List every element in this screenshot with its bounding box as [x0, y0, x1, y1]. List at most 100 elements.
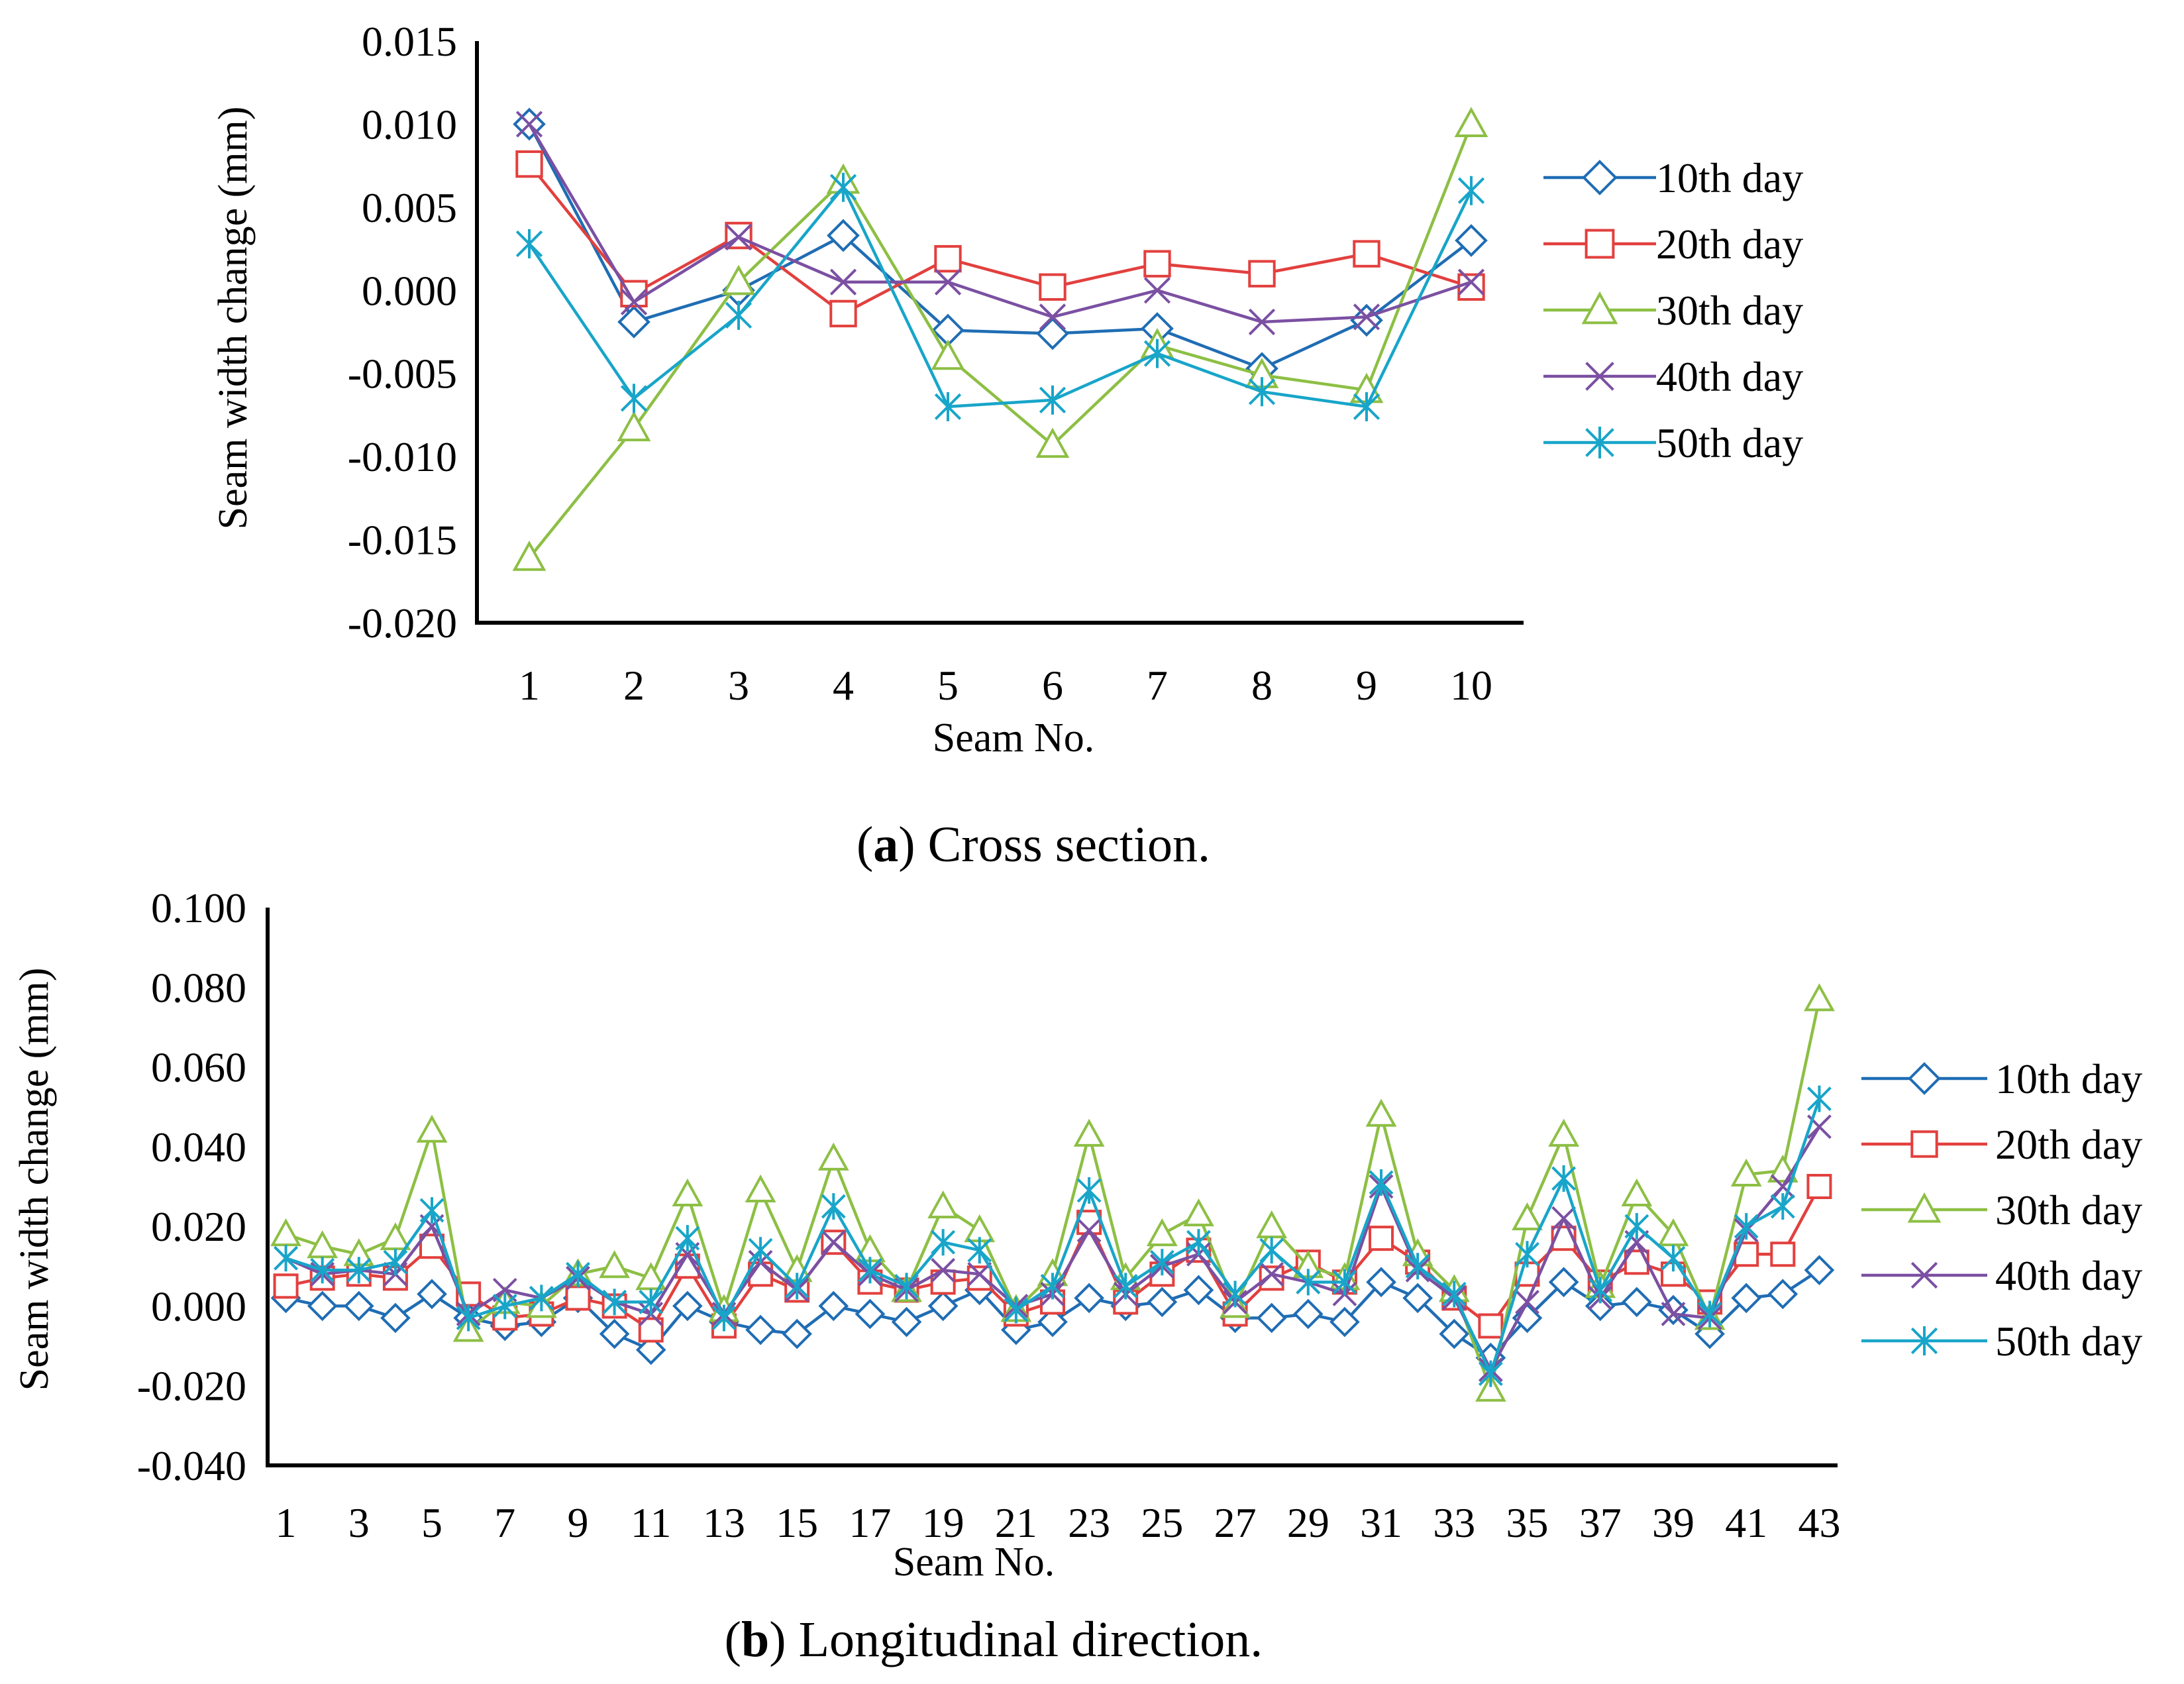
legend-longitudinal: 10th day 20th day 30th day 40th day 50th day — [1861, 1055, 2142, 1365]
data-point-50th-day — [1478, 1360, 1503, 1387]
data-point-20th-day — [1457, 273, 1485, 301]
series-40th-day-a — [515, 111, 1485, 336]
data-point-30th-day — [635, 1262, 667, 1290]
x-tick-label-a: 7 — [1147, 662, 1168, 709]
data-point-50th-day — [620, 384, 648, 413]
data-point-40th-day — [1770, 1174, 1795, 1199]
legend-item-30th-day: 30th day — [1861, 1186, 2142, 1234]
caption-cross-section: (a) Cross section. — [857, 817, 1210, 872]
data-point-30th-day — [416, 1114, 448, 1143]
data-point-50th-day — [456, 1304, 481, 1332]
plot-area-cross-section — [475, 41, 1524, 625]
data-point-10th-day — [1256, 1302, 1287, 1334]
data-point-30th-day — [1548, 1118, 1580, 1147]
x-tick-label-b: 15 — [776, 1499, 818, 1546]
legend-label-20th-day: 20th day — [1656, 221, 1803, 268]
data-point-20th-day — [966, 1265, 992, 1291]
x-axis-label-longitudinal: Seam No. — [893, 1540, 1055, 1585]
data-point-40th-day — [1353, 303, 1380, 331]
data-point-40th-day — [620, 288, 648, 315]
legend-marker-30th-day — [1907, 1192, 1942, 1223]
x-tick-label-a: 2 — [623, 662, 645, 709]
caption-longitudinal: (b) Longitudinal direction. — [725, 1612, 1263, 1667]
data-point-10th-day — [1658, 1294, 1689, 1326]
chart-longitudinal: Seam width change (mm) Seam No. (b) Long… — [12, 884, 2142, 1667]
data-point-30th-day — [1621, 1178, 1653, 1207]
x-tick-label-b: 43 — [1798, 1499, 1840, 1546]
data-point-50th-day — [1369, 1169, 1394, 1196]
data-point-10th-day — [1622, 1287, 1652, 1318]
data-point-50th-day — [1588, 1277, 1613, 1304]
x-tick-label-b: 21 — [995, 1499, 1037, 1546]
data-point-50th-day — [829, 172, 857, 202]
caption-open-a: ( — [857, 817, 873, 872]
data-point-50th-day — [1143, 339, 1171, 368]
data-point-50th-day — [1248, 377, 1276, 407]
data-point-10th-day — [745, 1314, 776, 1345]
legend-item-20th-day: 20th day — [1861, 1121, 2142, 1168]
y-axis-label-longitudinal: Seam width change (mm) — [12, 968, 57, 1391]
data-point-50th-day — [1113, 1273, 1138, 1300]
y-tick-label-a: -0.010 — [348, 433, 457, 480]
legend-item-40th-day: 40th day — [1861, 1252, 2142, 1299]
legend-item-10th-day: 10th day — [1861, 1055, 2142, 1102]
data-point-10th-day — [1731, 1283, 1762, 1314]
data-point-50th-day — [934, 392, 962, 421]
data-point-20th-day — [829, 299, 857, 328]
data-point-20th-day — [515, 150, 543, 178]
x-tick-label-a: 4 — [833, 662, 854, 709]
data-point-50th-day — [1004, 1296, 1029, 1324]
data-point-10th-day — [1037, 1306, 1068, 1338]
data-point-50th-day — [1770, 1193, 1795, 1220]
data-point-30th-day — [1365, 1098, 1397, 1127]
caption-letter-b: b — [741, 1612, 769, 1667]
data-point-50th-day — [1515, 1241, 1539, 1268]
legend-label-40th-day: 40th day — [1656, 353, 1803, 400]
legend-item-20th-day: 20th day — [1543, 221, 1803, 268]
data-point-40th-day — [934, 268, 962, 295]
legend-label-50th-day: 50th day — [1656, 419, 1803, 466]
y-axis-label-cross-section: Seam width change (mm) — [211, 107, 256, 530]
data-point-40th-day — [1515, 1289, 1539, 1314]
series-line-20th-day — [528, 163, 1472, 315]
data-point-10th-day — [891, 1306, 922, 1338]
data-point-50th-day — [492, 1292, 517, 1320]
data-point-30th-day — [1073, 1118, 1105, 1147]
data-point-50th-day — [1441, 1281, 1467, 1308]
x-tick-label-b: 41 — [1725, 1499, 1767, 1546]
data-point-50th-day — [602, 1289, 627, 1316]
legend-label-30th-day: 30th day — [1995, 1186, 2142, 1234]
data-point-40th-day — [515, 111, 543, 138]
legend-label-10th-day: 10th day — [1995, 1055, 2142, 1102]
data-point-50th-day — [711, 1304, 737, 1332]
x-tick-label-a: 9 — [1356, 662, 1377, 709]
x-tick-label-a: 1 — [519, 662, 540, 709]
caption-text-b: ) Longitudinal direction. — [769, 1612, 1263, 1667]
data-point-40th-day — [1039, 303, 1066, 331]
data-point-30th-day — [672, 1178, 703, 1207]
data-point-10th-day — [927, 1290, 959, 1322]
y-tick-label-b: -0.020 — [137, 1363, 246, 1410]
data-point-30th-day — [1256, 1210, 1288, 1239]
data-point-50th-day — [1624, 1213, 1649, 1240]
data-point-30th-day — [1475, 1373, 1506, 1402]
data-point-10th-day — [599, 1318, 630, 1349]
data-point-50th-day — [1405, 1253, 1430, 1280]
data-point-10th-day — [1439, 1318, 1470, 1349]
x-tick-label-a: 8 — [1251, 662, 1273, 709]
data-point-20th-day — [1259, 1265, 1284, 1291]
data-point-40th-day — [821, 1230, 846, 1255]
data-point-50th-day — [310, 1257, 335, 1284]
data-point-10th-day — [1767, 1279, 1798, 1310]
x-tick-label-b: 35 — [1506, 1499, 1549, 1546]
data-point-40th-day — [1259, 1261, 1284, 1287]
data-point-10th-day — [635, 1334, 666, 1365]
series-line-30th-day — [528, 123, 1473, 559]
data-point-10th-day — [1455, 224, 1488, 257]
legend-item-10th-day: 10th day — [1543, 154, 1803, 201]
data-point-10th-day — [1036, 317, 1069, 350]
data-point-10th-day — [417, 1279, 447, 1310]
x-tick-label-a: 6 — [1042, 662, 1063, 709]
